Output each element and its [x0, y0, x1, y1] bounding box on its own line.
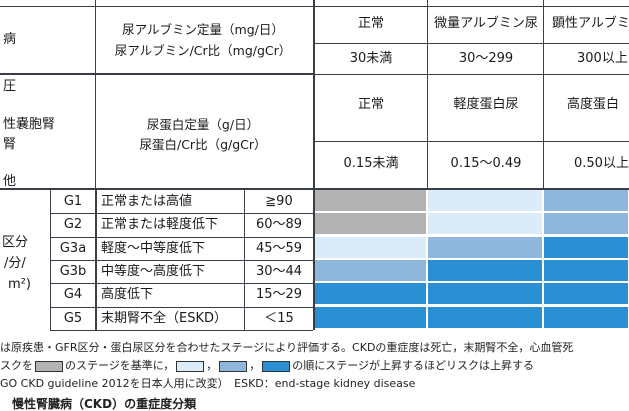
gfr-range: 45～59 [255, 241, 303, 256]
prot-val-severe: 0.50以上 [574, 156, 629, 171]
legend-swatch-green [35, 360, 63, 372]
gfr-description: 正常または高値 [101, 194, 193, 209]
alb-val-micro: 30～299 [458, 51, 514, 66]
divider [313, 43, 629, 44]
alb-cat-macro: 顕性アルブミ [552, 16, 629, 31]
header-left-row2-2: 性嚢胞腎 [3, 117, 56, 132]
risk-cell-orange [544, 213, 629, 235]
header-left-row1: 病 [3, 32, 17, 47]
gfr-range: 15～29 [255, 287, 303, 302]
row-divider [50, 330, 313, 331]
legend-swatch-red [262, 360, 291, 372]
header-left-cell [0, 0, 95, 74]
row-divider [50, 260, 313, 261]
divider [0, 6, 629, 7]
risk-cell-yellow [315, 237, 427, 259]
risk-cell-red [428, 307, 543, 329]
gfr-grade: G1 [63, 194, 83, 209]
alb-label-line2: 尿アルブミン/Cr比（mg/gCr） [114, 43, 292, 58]
gfr-label-3: m²) [8, 277, 31, 292]
risk-cell-red [315, 283, 427, 305]
gfr-range: ＜15 [264, 311, 294, 326]
row-divider [50, 213, 313, 214]
risk-cell-yellow [428, 213, 543, 235]
gfr-grade: G3b [59, 264, 87, 279]
prot-label-line2: 尿蛋白/Cr比（g/gCr） [139, 137, 267, 152]
risk-cell-red [544, 260, 629, 282]
prot-cat-mild: 軽度蛋白尿 [453, 97, 519, 112]
footnote-line2-c: ， [206, 359, 218, 372]
risk-cell-red [544, 307, 629, 329]
alb-cat-micro: 微量アルブミン尿 [434, 16, 538, 31]
alb-label-line1: 尿アルブミン定量（mg/日） [122, 22, 284, 37]
gfr-label-2: /分/ [4, 256, 26, 271]
footnote-line3: GO CKD guideline 2012を日本人用に改変） ESKD：end-… [0, 377, 416, 390]
header-left-row2-1: 圧 [3, 79, 17, 94]
header-left-row2-4: 他 [3, 174, 17, 189]
divider [0, 74, 629, 75]
row-divider [50, 283, 313, 284]
risk-cell-orange [544, 190, 629, 212]
alb-val-normal: 30未満 [349, 51, 393, 66]
gfr-grade: G5 [63, 311, 83, 326]
risk-cell-red [544, 237, 629, 259]
divider [95, 0, 96, 330]
prot-label-line1: 尿蛋白定量（g/日） [146, 117, 260, 132]
footnote-line2-e: の順にステージが上昇するほどリスクは上昇する [292, 359, 535, 372]
gfr-description: 中等度～高度低下 [101, 264, 206, 279]
prot-cat-severe: 高度蛋白 [567, 97, 620, 112]
footnote-line2-b: のステージを基準に， [65, 359, 175, 372]
risk-cell-red [428, 260, 543, 282]
risk-cell-green [315, 190, 427, 212]
gfr-description: 末期腎不全（ESKD） [101, 311, 228, 326]
divider [313, 0, 315, 330]
row-divider [50, 307, 313, 308]
risk-cell-yellow [428, 190, 543, 212]
gfr-grade: G2 [63, 217, 83, 232]
divider [427, 0, 428, 188]
gfr-label-1: 区分 [2, 235, 29, 250]
risk-cell-red [428, 283, 543, 305]
divider [0, 188, 629, 190]
gfr-range: ≧90 [265, 194, 293, 209]
divider [313, 141, 629, 142]
footnote-line2-a: スクを [0, 359, 33, 372]
header-left-row2-3: 腎 [3, 137, 17, 152]
alb-cat-normal: 正常 [357, 16, 385, 31]
gfr-description: 高度低下 [101, 287, 154, 302]
footnote-line1: は原疾患・GFR区分・蛋白尿区分を合わせたステージにより評価する。CKDの重症度… [0, 341, 574, 354]
legend-swatch-orange [219, 360, 248, 372]
gfr-description: 軽度～中等度低下 [101, 241, 206, 256]
prot-val-normal: 0.15未満 [343, 156, 399, 171]
prot-val-mild: 0.15～0.49 [450, 156, 522, 171]
prot-cat-normal: 正常 [357, 97, 385, 112]
footnote-line2: スクを のステージを基準に， ， ， の順にステージが上昇するほどリスクは上昇する [0, 359, 534, 373]
gfr-description: 正常または軽度低下 [101, 217, 219, 232]
risk-cell-red [544, 283, 629, 305]
row-divider [50, 237, 313, 238]
gfr-grade: G4 [63, 287, 83, 302]
footnote-line4: 慢性腎臓病（CKD）の重症度分類 [0, 397, 197, 411]
alb-val-macro: 300以上 [577, 51, 628, 66]
risk-cell-orange [315, 260, 427, 282]
gfr-grade: G3a [59, 241, 87, 256]
legend-swatch-yellow [176, 360, 205, 372]
risk-cell-green [315, 213, 427, 235]
footnote-line2-d: ， [249, 359, 261, 372]
risk-cell-red [315, 307, 427, 329]
gfr-range: 30～44 [255, 264, 303, 279]
divider [543, 0, 544, 188]
risk-cell-orange [428, 237, 543, 259]
gfr-range: 60～89 [255, 217, 303, 232]
